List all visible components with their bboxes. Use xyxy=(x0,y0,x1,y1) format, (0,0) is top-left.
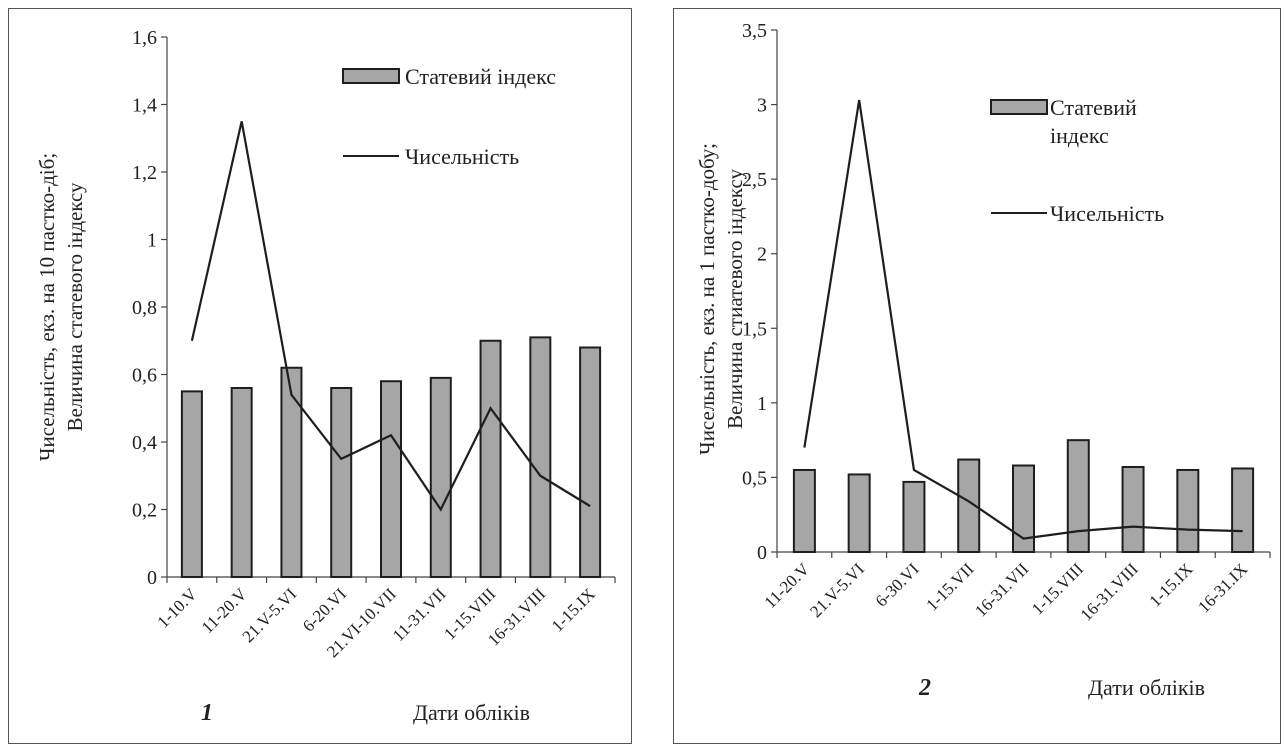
y-axis-label: Чисельність, екз. на 10 пастко-діб; xyxy=(35,153,59,461)
category-label: 16-31.VIII xyxy=(1077,559,1142,624)
bar xyxy=(330,387,353,578)
bar xyxy=(479,339,502,578)
bar xyxy=(280,366,303,578)
y-tick-label: 3,5 xyxy=(742,20,767,42)
y-tick-label: 1 xyxy=(757,393,767,415)
panel-number: 2 xyxy=(918,675,931,701)
category-label: 1-15.IX xyxy=(1145,559,1196,610)
y-tick-label: 0 xyxy=(147,567,157,589)
bar xyxy=(180,390,203,578)
category-label: 21.V-5.VI xyxy=(806,559,868,621)
y-tick-label: 1,5 xyxy=(742,318,767,340)
line-series xyxy=(190,121,591,512)
bar xyxy=(792,468,816,554)
legend-line-label: Чисельність xyxy=(1050,201,1164,226)
y-tick-label: 0,4 xyxy=(132,432,157,454)
y-axis-label: Величина статевого індексу xyxy=(63,182,87,432)
category-label: 21.V-5.VI xyxy=(239,584,301,646)
chart-panel-2: 0 0,5 1 1,5 2 2,5 3 3,5 11-20.V 21.V-5.VI 6-30.VI 1… xyxy=(673,8,1281,744)
chart-2-svg: 00,511,522,533,511-20.V21.V-5.VI 6-30.VI 1… xyxy=(695,20,1271,701)
y-axis-label: Чисельність, екз. на 1 пастко-добу; xyxy=(695,143,719,455)
legend-line-label: Чисельність xyxy=(405,144,519,169)
bar xyxy=(1066,439,1090,553)
legend-bar-swatch xyxy=(990,99,1048,115)
legend-bar-label: Статевий індекс xyxy=(405,64,556,89)
y-tick-label: 3 xyxy=(757,95,767,117)
legend-bar-label: Статевий xyxy=(1050,95,1137,120)
chart-panel-1: 0 0,2 0,4 0,6 0,8 1 1,2 1,4 1,6 1-10.V 11-20.V 21.V… xyxy=(8,8,632,744)
y-tick-label: 0,6 xyxy=(132,365,157,387)
category-label: 1-15.IX xyxy=(548,584,599,635)
category-label: 11-20.V xyxy=(760,559,813,612)
panel-number: 1 xyxy=(201,700,213,726)
y-tick-label: 2,5 xyxy=(742,169,767,191)
y-axis-label: Величина стиатевого індексу xyxy=(723,168,747,429)
y-tick-label: 0,5 xyxy=(742,467,767,489)
bar xyxy=(847,473,871,553)
y-tick-label: 1,6 xyxy=(132,27,157,49)
x-axis-label: Дати обліків xyxy=(1088,675,1205,700)
x-axis-label: Дати обліків xyxy=(413,700,530,725)
y-tick-label: 1,4 xyxy=(132,95,157,117)
bar xyxy=(1231,467,1255,554)
category-label: 6-30.VI xyxy=(872,559,923,610)
y-tick-label: 0,8 xyxy=(132,297,157,319)
bar xyxy=(230,387,253,578)
bar xyxy=(1012,464,1035,553)
bar xyxy=(1121,465,1145,554)
bar xyxy=(957,458,981,554)
bar xyxy=(529,336,552,578)
y-tick-label: 0 xyxy=(757,542,767,564)
y-tick-label: 0,2 xyxy=(132,500,157,522)
category-label: 1-15.VII xyxy=(922,559,977,614)
bar xyxy=(579,346,602,578)
legend-bar-label: індекс xyxy=(1050,123,1109,148)
y-tick-label: 1 xyxy=(147,230,157,252)
bar xyxy=(429,376,452,578)
chart-1-svg: 00,20,40,60,811,21,41,61-10.V11-20.V21.V… xyxy=(35,27,616,726)
category-label: 16-31.IX xyxy=(1194,559,1251,616)
bar xyxy=(380,380,402,578)
category-label: 1-10.V xyxy=(154,584,202,632)
bar xyxy=(1176,468,1200,554)
bar xyxy=(902,480,926,554)
category-label: 16-31.VII xyxy=(971,559,1032,620)
legend-bar-swatch xyxy=(342,68,400,84)
line-series xyxy=(803,99,1243,540)
y-tick-label: 2 xyxy=(757,244,767,266)
category-label: 11-31.VII xyxy=(389,584,450,645)
y-tick-label: 1,2 xyxy=(132,162,157,184)
